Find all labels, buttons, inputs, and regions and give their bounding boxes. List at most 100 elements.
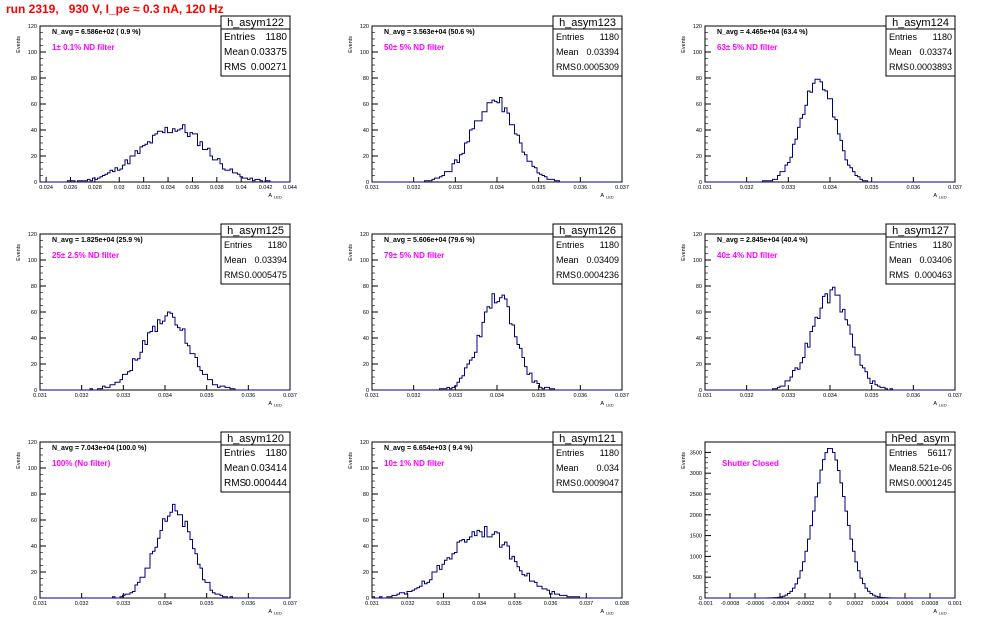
hPed_asym-stats-key-rms: RMS	[889, 478, 909, 488]
h_asym121-xtick-label: 0.036	[544, 601, 558, 607]
h_asym120-xtick-label: 0.036	[241, 601, 255, 607]
h_asym120-ytick-label: 60	[31, 518, 37, 524]
h_asym122-ytick-label: 60	[31, 102, 37, 108]
h_asym126-xtick-label: 0.035	[532, 393, 546, 399]
hPed_asym-ytick-label: 2000	[690, 513, 702, 519]
h_asym121-ytick-label: 80	[363, 492, 369, 498]
hPed_asym-xtick-label: -0.0004	[771, 601, 790, 607]
h_asym126-ytick-label: 0	[366, 388, 369, 394]
h_asym123-ytick-label: 80	[363, 76, 369, 82]
h_asym122-ytick-label: 120	[28, 24, 37, 30]
h_asym126-histogram-line	[372, 293, 622, 391]
h_asym123-ytick-label: 0	[366, 180, 369, 186]
hPed_asym-stats-value-rms: 0.0001245	[909, 478, 952, 488]
h_asym121-xtick-label: 0.031	[365, 601, 379, 607]
h_asym121-stats-key-entries: Entries	[556, 448, 585, 458]
h_asym126-ytick-label: 60	[363, 310, 369, 316]
hPed_asym-ytick-label: 0	[699, 596, 702, 602]
h_asym125-ytick-label: 80	[31, 284, 37, 290]
h_asym126-ytick-label: 20	[363, 362, 369, 368]
h_asym120-histogram-line	[40, 503, 290, 599]
h_asym124-xlabel: A	[933, 193, 937, 199]
h_asym127-ytick-label: 0	[699, 388, 702, 394]
h_asym124-xtick-label: 0.036	[906, 185, 920, 191]
h_asym127-xlabel: A	[933, 401, 937, 407]
h_asym122-xtick-label: 0.03	[114, 185, 125, 191]
hPed_asym-xtick-label: 0.0002	[847, 601, 864, 607]
h_asym127-ytick-label: 100	[693, 258, 702, 264]
h_asym123-ytick-label: 60	[363, 102, 369, 108]
h_asym122-xlabel: A	[268, 193, 272, 199]
h_asym126-xtick-label: 0.036	[573, 393, 587, 399]
h_asym120-stats-key-mean: Mean	[224, 463, 249, 474]
h_asym120-ytick-label: 20	[31, 570, 37, 576]
h_asym125-xtick-label: 0.036	[241, 393, 255, 399]
h_asym120-ytick-label: 100	[28, 466, 37, 472]
h_asym124-ytick-label: 0	[699, 180, 702, 186]
hPed_asym-ytick-label: 3500	[690, 450, 702, 456]
h_asym123-ytick-label: 20	[363, 154, 369, 160]
h_asym124-navg-label: N_avg = 4.465e+04 (63.4 %)	[717, 29, 808, 36]
h_asym127-stats-key-entries: Entries	[889, 240, 918, 250]
hPed_asym-xtick-label: 0.0006	[897, 601, 914, 607]
h_asym127-stats-title: h_asym127	[892, 225, 949, 237]
h_asym123-xtick-label: 0.034	[490, 185, 504, 191]
h_asym126-ylabel: Events	[348, 244, 354, 261]
h_asym121-ytick-label: 20	[363, 570, 369, 576]
h_asym127-xtick-label: 0.034	[823, 393, 837, 399]
h_asym120-xlabel: A	[268, 609, 272, 615]
h_asym121-ytick-label: 120	[360, 440, 369, 446]
h_asym125-stats-key-mean: Mean	[224, 255, 247, 265]
h_asym125-xlabel: A	[268, 401, 272, 407]
h_asym120-xtick-label: 0.037	[283, 601, 297, 607]
h_asym126-stats-value-mean: 0.03409	[586, 255, 619, 265]
h_asym121-xtick-label: 0.037	[579, 601, 593, 607]
h_asym125-stats-value-mean: 0.03394	[254, 255, 287, 265]
h_asym124-stats-key-rms: RMS	[889, 62, 909, 72]
h_asym127-stats-box	[885, 223, 956, 285]
h_asym124-ytick-label: 20	[696, 154, 702, 160]
h_asym124-histogram-line	[705, 78, 955, 183]
h_asym124-filter-label: 63± 5% ND filter	[717, 43, 777, 52]
h_asym127-ytick-label: 60	[696, 310, 702, 316]
h_asym120-ylabel: Events	[16, 452, 22, 469]
h_asym125-stats-key-rms: RMS	[224, 270, 244, 280]
h_asym122-xtick-label: 0.04	[236, 185, 247, 191]
h_asym126-xlabel: A	[600, 401, 604, 407]
h_asym126-xtick-label: 0.031	[365, 393, 379, 399]
h_asym124-xtick-label: 0.032	[740, 185, 754, 191]
hPed_asym-stats-value-mean: 8.521e-06	[911, 463, 952, 473]
h_asym125-navg-label: N_avg = 1.825e+04 (25.9 %)	[52, 237, 143, 244]
h_asym123-ylabel: Events	[348, 36, 354, 53]
h_asym127-xtick-label: 0.031	[698, 393, 712, 399]
h_asym126-stats-title: h_asym126	[559, 225, 616, 237]
h_asym126-navg-label: N_avg = 5.606e+04 (79.6 %)	[384, 237, 475, 244]
h_asym122-ytick-label: 100	[28, 50, 37, 56]
h_asym121-xtick-label: 0.032	[401, 601, 415, 607]
h_asym122-xtick-label: 0.038	[210, 185, 224, 191]
h_asym125-xtick-label: 0.037	[283, 393, 297, 399]
h_asym124-xtick-label: 0.035	[865, 185, 879, 191]
h_asym123-stats-value-rms: 0.0005309	[576, 62, 619, 72]
h_asym122-stats-box	[220, 15, 291, 77]
h_asym123-stats-value-mean: 0.03394	[586, 47, 619, 57]
h_asym124-ytick-label: 120	[693, 24, 702, 30]
h_asym124-stats-title: h_asym124	[892, 17, 949, 29]
h_asym124-xtick-label: 0.037	[948, 185, 962, 191]
h_asym126-ytick-label: 80	[363, 284, 369, 290]
h_asym122-ytick-label: 40	[31, 128, 37, 134]
h_asym125-stats-value-entries: 1180	[268, 240, 287, 250]
h_asym127-xtick-label: 0.032	[740, 393, 754, 399]
h_asym127-ytick-label: 20	[696, 362, 702, 368]
h_asym120-filter-label: 100% (No filter)	[52, 459, 111, 468]
h_asym120-ytick-label: 120	[28, 440, 37, 446]
h_asym120-xlabel-subscript: LED	[274, 611, 282, 616]
page-title: run 2319, 930 V, I_pe ≈ 0.3 nA, 120 Hz	[6, 2, 224, 16]
h_asym123-navg-label: N_avg = 3.563e+04 (50.6 %)	[384, 29, 475, 36]
h_asym126-xtick-label: 0.033	[448, 393, 462, 399]
h_asym125-ytick-label: 120	[28, 232, 37, 238]
h_asym122-stats-key-entries: Entries	[224, 32, 255, 43]
h_asym124-stats-key-mean: Mean	[889, 47, 912, 57]
h_asym125-stats-value-rms: 0.0005475	[244, 270, 287, 280]
h_asym120-ytick-label: 80	[31, 492, 37, 498]
